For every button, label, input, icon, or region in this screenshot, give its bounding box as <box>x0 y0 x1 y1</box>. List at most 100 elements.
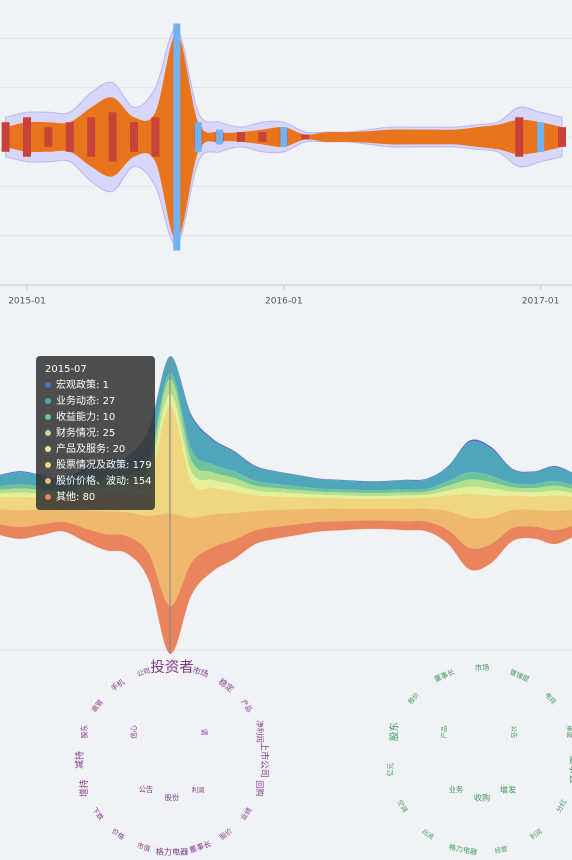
legend-dot <box>45 446 51 452</box>
stream-layer <box>0 520 572 654</box>
series-name: 产品及服务 <box>56 444 113 455</box>
word: 股东 <box>80 725 89 739</box>
bar <box>558 127 566 147</box>
word: 请 <box>200 729 209 736</box>
bar <box>1 122 10 152</box>
tooltip-title: 2015-07 <box>45 364 87 375</box>
tooltip-row: 股价价格、波动154 <box>45 474 152 490</box>
x-tick-label: 2016-01 <box>265 297 303 307</box>
word: 股东 <box>389 722 401 742</box>
word: 股价 <box>406 691 421 706</box>
word: 价格 <box>110 826 126 841</box>
word: 投资者 <box>150 659 194 676</box>
word: 手机 <box>109 677 127 693</box>
series-name: 其他 <box>56 492 83 503</box>
word: 业绩 <box>238 805 253 821</box>
bar <box>216 129 224 145</box>
bar <box>237 132 245 142</box>
bar <box>65 122 74 152</box>
tooltip-row: 收益能力10 <box>45 410 146 426</box>
word: 净利润 <box>255 720 265 743</box>
word-cloud: 投资者市场稳定产品净利润上市公司回购业绩股价董事长格力电器市值价格下跌增持减持股… <box>74 659 271 857</box>
bar <box>151 117 160 157</box>
bar <box>194 122 202 152</box>
series-name: 财务情况 <box>56 428 103 439</box>
tooltip-row: 其他80 <box>45 490 146 506</box>
word: 稳定 <box>217 676 236 694</box>
word: 承诺 <box>565 725 572 738</box>
bar <box>44 127 53 147</box>
word: 亿元 <box>386 763 395 777</box>
legend-dot <box>45 478 51 484</box>
series-name: 收益能力 <box>56 412 103 423</box>
x-tick-label: 2015-01 <box>8 297 46 307</box>
series-value: 154 <box>132 476 152 487</box>
bar <box>537 122 545 152</box>
bar <box>87 117 96 157</box>
word: 公告 <box>139 785 153 794</box>
legend-dot <box>45 430 51 436</box>
word: 格力电器 <box>156 847 189 857</box>
word: 公告 <box>510 726 519 739</box>
word: 空调 <box>396 798 410 814</box>
series-name: 股价价格、波动 <box>56 476 133 487</box>
bar <box>280 127 288 147</box>
word: 增发 <box>500 785 516 795</box>
word: 市场 <box>475 663 489 672</box>
word: 股价 <box>218 827 234 842</box>
word: 信心 <box>129 725 138 739</box>
word: 出资 <box>420 827 436 842</box>
series-value: 1 <box>102 380 109 391</box>
word: 公司 <box>136 667 152 679</box>
word: 市场 <box>191 665 210 680</box>
word: 分红 <box>554 797 569 813</box>
bar <box>130 122 138 152</box>
word: 高管 <box>90 697 105 713</box>
word: 收购 <box>474 793 490 803</box>
word: 管理层 <box>508 667 530 684</box>
series-name: 业务动态 <box>56 396 103 407</box>
word: 回购 <box>255 780 265 796</box>
tooltip-row: 业务动态27 <box>45 394 146 410</box>
legend-dot <box>45 398 51 404</box>
tooltip: 2015-07 宏观政策1业务动态27收益能力10财务情况25产品及服务20股票… <box>36 356 155 510</box>
word: 减持 <box>74 751 86 769</box>
tooltip-row: 产品及服务20 <box>45 442 146 458</box>
series-value: 179 <box>132 460 152 471</box>
series-name: 股票情况及政策 <box>56 460 133 471</box>
word: 下跌 <box>90 806 105 822</box>
stream-layer <box>0 508 572 606</box>
word: 市值 <box>136 841 152 854</box>
series-name: 宏观政策 <box>56 380 103 391</box>
series-value: 80 <box>82 492 96 503</box>
word: 上市公司 <box>259 742 271 778</box>
bar <box>301 134 310 140</box>
bar <box>258 132 267 142</box>
tooltip-row: 股票情况及政策179 <box>45 458 152 474</box>
word: 董事会 <box>567 755 572 784</box>
word: 格力电器 <box>448 842 478 857</box>
word: 股份 <box>165 793 179 802</box>
legend-dot <box>45 462 51 468</box>
series-value: 25 <box>102 428 116 439</box>
word: 利润 <box>192 785 205 794</box>
series-value: 27 <box>102 396 116 407</box>
series-value: 10 <box>102 412 116 423</box>
word: 电视 <box>543 690 559 706</box>
word: 产品 <box>239 697 254 713</box>
legend-dot <box>45 382 51 388</box>
word: 利润 <box>528 827 544 842</box>
x-tick-label: 2017-01 <box>522 297 560 307</box>
bar <box>515 117 524 157</box>
series-value: 20 <box>112 444 126 455</box>
legend-dot <box>45 414 51 420</box>
word: 经营 <box>494 844 509 856</box>
word: 增持 <box>78 779 90 797</box>
bar <box>173 23 181 251</box>
bar <box>108 112 117 162</box>
tooltip-row: 财务情况25 <box>45 426 146 442</box>
word: 董事长 <box>433 667 456 684</box>
word: 产品 <box>439 726 448 739</box>
